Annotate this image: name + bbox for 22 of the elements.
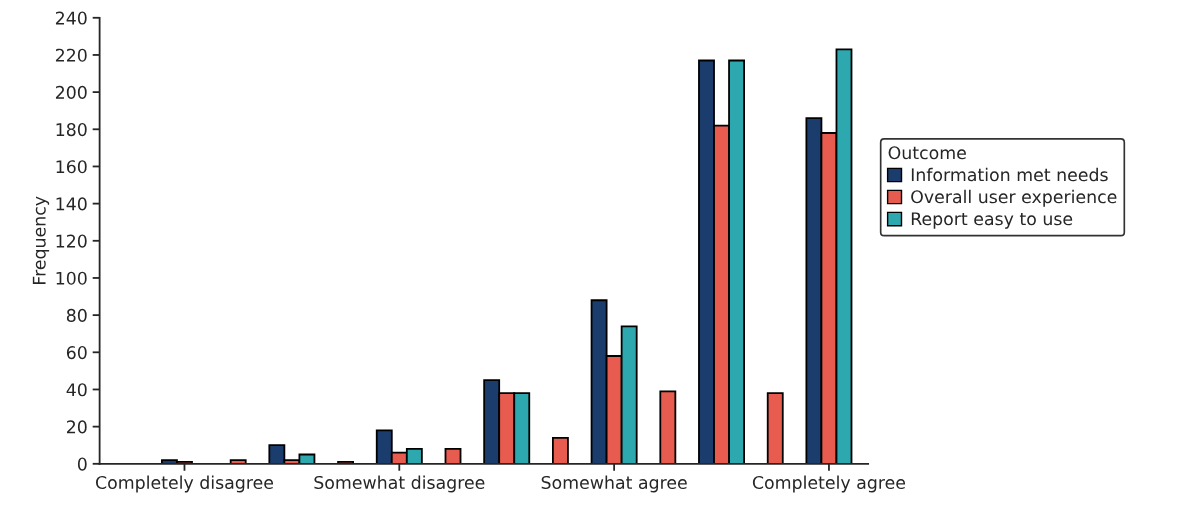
y-tick-label: 20 [67,420,87,434]
y-tick-label: 0 [77,457,87,471]
x-tick-label: Completely agree [752,475,906,493]
y-tick-label: 80 [66,308,87,322]
y-tick-label: 140 [56,197,87,211]
y-axis-title: Frequency [32,196,50,284]
y-tick-label: 100 [56,271,87,285]
y-tick-label: 240 [55,11,87,25]
x-tick-label: Somewhat agree [541,475,687,493]
y-tick-label: 40 [66,383,87,397]
y-tick-label: 180 [56,123,87,137]
legend-label: Information met needs [911,167,1108,182]
y-tick-label: 60 [66,346,87,360]
legend-label: Overall user experience [911,189,1117,207]
legend-label: Report easy to use [911,212,1073,229]
x-tick-label: Completely disagree [95,475,274,493]
y-tick-label: 120 [56,234,87,248]
x-tick-label: Somewhat disagree [314,475,485,493]
y-tick-label: 220 [55,48,87,62]
y-tick-label: 160 [56,160,87,174]
y-tick-label: 200 [55,85,87,99]
legend-title: Outcome [888,146,966,160]
